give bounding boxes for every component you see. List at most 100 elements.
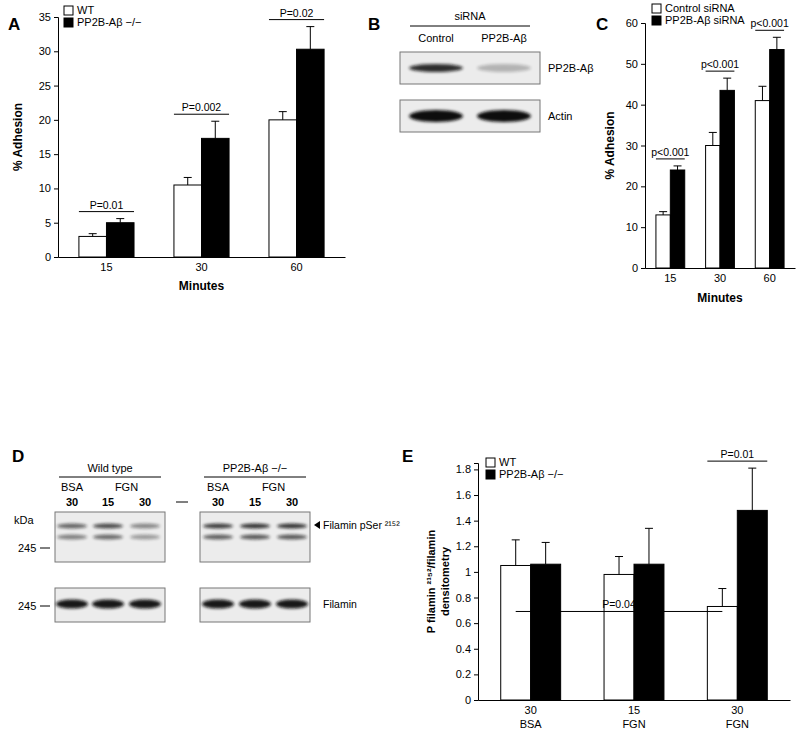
row-label: PP2B-Aβ [548, 62, 593, 74]
tick: 1.6 [456, 489, 478, 501]
row-label: Actin [548, 110, 572, 122]
error-bar [709, 132, 717, 145]
tick-label: 0.4 [456, 643, 471, 655]
blot-panel: DWild typeBSA30FGN1530PP2B-Aβ −/−BSA30FG… [12, 447, 400, 622]
tick: 50 [626, 58, 645, 70]
chart: A05101520253035153060P=0.01P=0.002P=0.02… [8, 4, 346, 293]
tick: 15FGN [622, 700, 645, 730]
time-label: 30 [139, 496, 151, 508]
tick: 0.4 [456, 643, 478, 655]
legend-swatch [64, 6, 73, 15]
annotation-text: P=0.002 [182, 101, 222, 113]
tick: 5 [45, 217, 58, 229]
blot-panel: BsiRNAControlPP2B-AβPP2B-AβActin [368, 10, 593, 132]
tick-mark [54, 223, 58, 224]
annotation: P=0.01 [79, 199, 134, 212]
group-label: PP2B-Aβ −/− [223, 462, 287, 474]
annotation-text: P=0.04 [602, 598, 636, 610]
tick: 0.8 [456, 592, 478, 604]
error-line [215, 121, 216, 138]
tick-mark [641, 23, 645, 24]
legend-swatch [64, 18, 73, 27]
tick: 0.6 [456, 617, 478, 629]
error-line [187, 177, 188, 185]
annotation-bracket [656, 158, 685, 159]
error-bar [645, 528, 653, 564]
error-cap [542, 542, 550, 543]
bar [770, 50, 784, 268]
plot-area [79, 27, 324, 257]
error-cap [748, 468, 756, 469]
y-axis-title: densitometry [439, 546, 451, 616]
blot-band [277, 535, 307, 540]
legend: WTPP2B-Aβ −/− [64, 4, 141, 28]
y-axis-title: P filamin ²¹⁵²/filamin [425, 530, 437, 634]
header-line [410, 26, 530, 27]
tick-label: 0.2 [456, 668, 471, 680]
tick: 20 [626, 180, 645, 192]
time-label: 30 [66, 496, 78, 508]
tick: 20 [39, 114, 58, 126]
tick: 10 [39, 182, 58, 194]
tick-mark [641, 64, 645, 65]
y-axis-title: % Adhesion [11, 103, 25, 171]
bar [656, 215, 670, 268]
tick-label-line: 30 [525, 704, 537, 716]
error-bar [659, 212, 667, 215]
annotation-text: P=0.01 [90, 199, 124, 211]
x-axis: 153060 [646, 268, 796, 284]
error-cap [512, 539, 520, 540]
x-axis: 30BSA15FGN30FGN [479, 700, 791, 730]
error-bar [758, 86, 766, 100]
error-bar [674, 166, 682, 170]
legend: Control siRNAPP2B-Aβ siRNA [652, 2, 745, 26]
tick-label: 15FGN [622, 704, 645, 730]
tick-label: 30 [626, 140, 638, 152]
panel-title: C [596, 15, 608, 34]
annotation-bracket [755, 30, 784, 31]
bar [670, 170, 684, 268]
error-line [752, 468, 753, 510]
blot-band [130, 524, 160, 529]
tick: 60 [290, 257, 302, 273]
x-axis-title: Minutes [697, 291, 743, 305]
blot-band [276, 600, 308, 609]
unit-label: kDa [14, 514, 34, 526]
blot-band [129, 600, 161, 609]
blot-band [239, 600, 271, 609]
figure: A05101520253035153060P=0.01P=0.002P=0.02… [0, 0, 800, 738]
legend-label: PP2B-Aβ −/− [499, 468, 563, 480]
error-bar [279, 112, 287, 120]
y-axis: 05101520253035 [39, 11, 59, 263]
tick-label: 1.8 [456, 463, 471, 475]
tick-mark [474, 623, 478, 624]
size-marker-tick [40, 548, 50, 549]
tick-label: 1.6 [456, 489, 471, 501]
chart: E00.20.40.60.811.21.41.61.830BSA15FGN30F… [402, 447, 791, 730]
bar [297, 49, 325, 257]
axis-line [646, 268, 796, 269]
tick-mark [54, 120, 58, 121]
error-cap [758, 86, 766, 87]
tick-label: 10 [39, 182, 51, 194]
tick-mark [54, 154, 58, 155]
tick-label: 60 [290, 261, 302, 273]
tick-label: 5 [45, 217, 51, 229]
error-cap [659, 211, 667, 212]
lane-label: Control [418, 32, 453, 44]
tick-label: 20 [626, 180, 638, 192]
tick-mark [54, 188, 58, 189]
blot-band [240, 535, 270, 540]
blot-band [57, 524, 87, 529]
tick: 30 [626, 140, 645, 152]
error-line [545, 542, 546, 564]
y-axis: 00.20.40.60.811.21.41.61.8 [456, 463, 479, 706]
treatment-label: FGN [262, 481, 285, 493]
tick-label: 15 [39, 148, 51, 160]
tick: 1.4 [456, 515, 478, 527]
legend-swatch [486, 458, 495, 467]
error-cap [674, 165, 682, 166]
error-line [120, 219, 121, 223]
error-bar [773, 37, 781, 49]
annotation: p<0.001 [701, 58, 739, 71]
